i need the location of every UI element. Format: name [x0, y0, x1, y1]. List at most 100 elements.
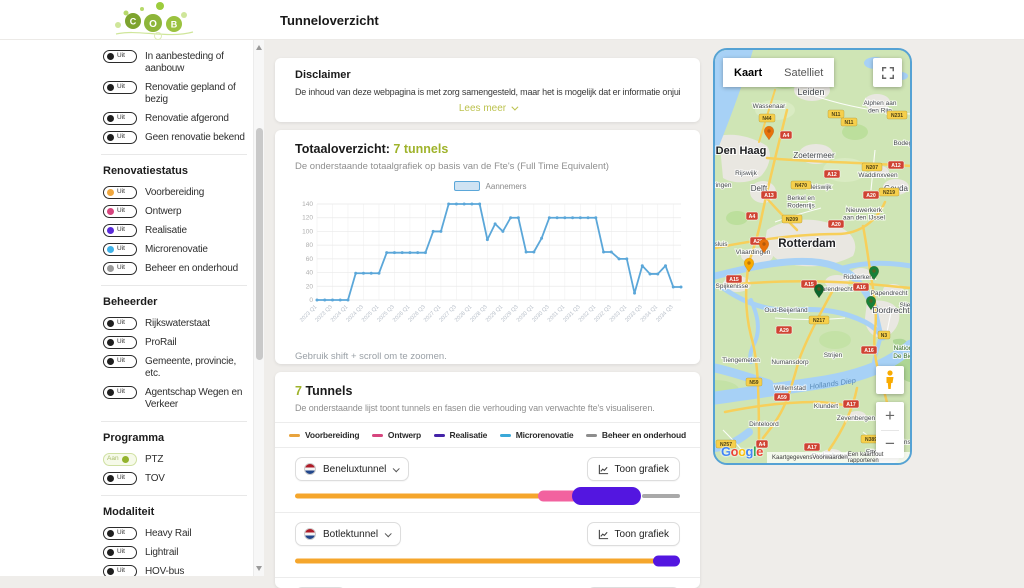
toggle-state-label: Uit [117, 133, 125, 141]
toggle-switch[interactable]: Uit [103, 81, 137, 94]
svg-text:N231: N231 [891, 113, 903, 119]
phase-segment-realisatie [653, 555, 680, 567]
filter-label: Renovatie afgerond [145, 113, 229, 124]
filter-label: Microrenovatie [145, 244, 208, 255]
tunnel-select-dropdown[interactable]: Beneluxtunnel [295, 457, 410, 481]
phase-legend-item: Voorbereiding [289, 430, 360, 440]
toggle-dot [107, 227, 114, 234]
phase-legend-item: Ontwerp [371, 430, 421, 440]
filter-label: Heavy Rail [145, 528, 192, 539]
divider [101, 154, 247, 155]
toggle-switch[interactable]: Uit [103, 336, 137, 349]
satelliet-button[interactable]: Satelliet [773, 58, 835, 87]
svg-text:Vlaardingen: Vlaardingen [736, 249, 771, 256]
tunnel-list: Beneluxtunnel Toon grafiek Botlektunnel Too… [275, 457, 700, 588]
toggle-switch[interactable]: Uit [103, 317, 137, 330]
scrollbar-thumb[interactable] [255, 128, 263, 360]
toggle-switch[interactable]: Uit [103, 546, 137, 559]
filter-row: Uit Agentschap Wegen en Verkeer [103, 386, 253, 411]
toggle-state-label: Uit [117, 226, 125, 234]
svg-text:Spijkenisse: Spijkenisse [716, 283, 749, 290]
toggle-state-label: Uit [117, 529, 125, 537]
toggle-switch[interactable]: Uit [103, 205, 137, 218]
toggle-switch[interactable]: Uit [103, 262, 137, 275]
map-marker [758, 238, 770, 254]
svg-text:A4: A4 [783, 133, 790, 139]
toggle-dot [107, 84, 114, 91]
sidebar-scrollbar[interactable] [253, 40, 264, 576]
toggle-dot [107, 189, 114, 196]
tunnel-row: Beneluxtunnel Toon grafiek [295, 457, 680, 481]
filter-row: Aan PTZ [103, 453, 253, 466]
toggle-dot [107, 320, 114, 327]
toggle-state-label: Aan [107, 455, 119, 463]
lees-meer-link[interactable]: Lees meer [295, 103, 680, 114]
tunnel-name: Beneluxtunnel [323, 463, 387, 475]
tunnel-select-dropdown[interactable]: Botlektunnel [295, 522, 402, 546]
toggle-switch[interactable]: Uit [103, 565, 137, 576]
toggle-state-label: Uit [117, 114, 125, 122]
filter-label: Agentschap Wegen en Verkeer [145, 387, 243, 410]
sidebar-section-title: Programma [103, 432, 165, 444]
toggle-switch[interactable]: Uit [103, 50, 137, 63]
phase-segment-realisatie [572, 487, 642, 505]
toggle-switch[interactable]: Uit [103, 112, 137, 125]
google-logo: Google [721, 444, 763, 459]
svg-text:Zoetermeer: Zoetermeer [793, 151, 835, 160]
svg-text:C: C [130, 17, 137, 27]
tunnels-count: 7 [295, 384, 302, 398]
svg-text:N470: N470 [795, 183, 807, 189]
divider [101, 421, 247, 422]
attribution-link[interactable]: Kaartgegevens [772, 454, 813, 461]
toggle-switch[interactable]: Uit [103, 186, 137, 199]
toggle-switch[interactable]: Uit [103, 527, 137, 540]
kaart-button[interactable]: Kaart [723, 58, 774, 87]
toon-grafiek-button[interactable]: Toon grafiek [586, 522, 680, 546]
toggle-dot [107, 339, 114, 346]
filter-label: Beheer en onderhoud [145, 263, 238, 274]
zoom-out-button[interactable]: − [885, 434, 895, 454]
toggle-switch[interactable]: Uit [103, 224, 137, 237]
svg-text:40: 40 [306, 270, 314, 277]
toggle-switch[interactable]: Uit [103, 386, 137, 399]
filter-label: TOV [145, 473, 165, 484]
toggle-state-label: Uit [117, 83, 125, 91]
svg-text:N44: N44 [762, 116, 771, 122]
legend-dash [371, 433, 383, 437]
svg-text:A13: A13 [764, 193, 774, 199]
zoom-in-button[interactable]: + [885, 405, 895, 425]
toggle-switch[interactable]: Uit [103, 355, 137, 368]
filter-row: Uit In aanbesteding of aanbouw [103, 50, 253, 75]
svg-text:N389: N389 [865, 437, 877, 443]
filter-label: Gemeente, provincie, etc. [145, 356, 237, 379]
svg-text:Tiengemeten: Tiengemeten [722, 357, 760, 364]
pegman-button[interactable] [876, 366, 904, 394]
map-type-switch: Kaart Satelliet [723, 58, 835, 87]
toggle-dot [107, 265, 114, 272]
tunnel-name: Botlektunnel [323, 528, 379, 540]
toggle-switch[interactable]: Uit [103, 472, 137, 485]
toggle-state-label: Uit [117, 567, 125, 575]
svg-text:Klundert: Klundert [814, 403, 838, 410]
filter-label: PTZ [145, 454, 164, 465]
attribution-link[interactable]: Voorwaarden [812, 454, 848, 461]
map-marker [813, 283, 825, 299]
svg-text:Strijen: Strijen [824, 352, 843, 359]
chevron-down-icon [511, 103, 519, 111]
scroll-up-icon[interactable] [256, 45, 262, 50]
fullscreen-icon [881, 66, 894, 79]
map-attribution[interactable]: Kaartgegevens Voorwaarden Een kaartfout ra… [767, 452, 910, 463]
svg-text:Wassenaar: Wassenaar [753, 103, 786, 110]
fullscreen-button[interactable] [873, 58, 902, 87]
attribution-link[interactable]: Een kaartfout rapporteren [847, 451, 884, 464]
scroll-down-icon[interactable] [256, 566, 262, 571]
toggle-switch[interactable]: Uit [103, 131, 137, 144]
sidebar-section-title: Renovatiestatus [103, 165, 188, 177]
filter-row: Uit Voorbereiding [103, 186, 253, 199]
toggle-switch[interactable]: Uit [103, 243, 137, 256]
toggle-switch[interactable]: Aan [103, 453, 137, 466]
toon-grafiek-button[interactable]: Toon grafiek [586, 457, 680, 481]
